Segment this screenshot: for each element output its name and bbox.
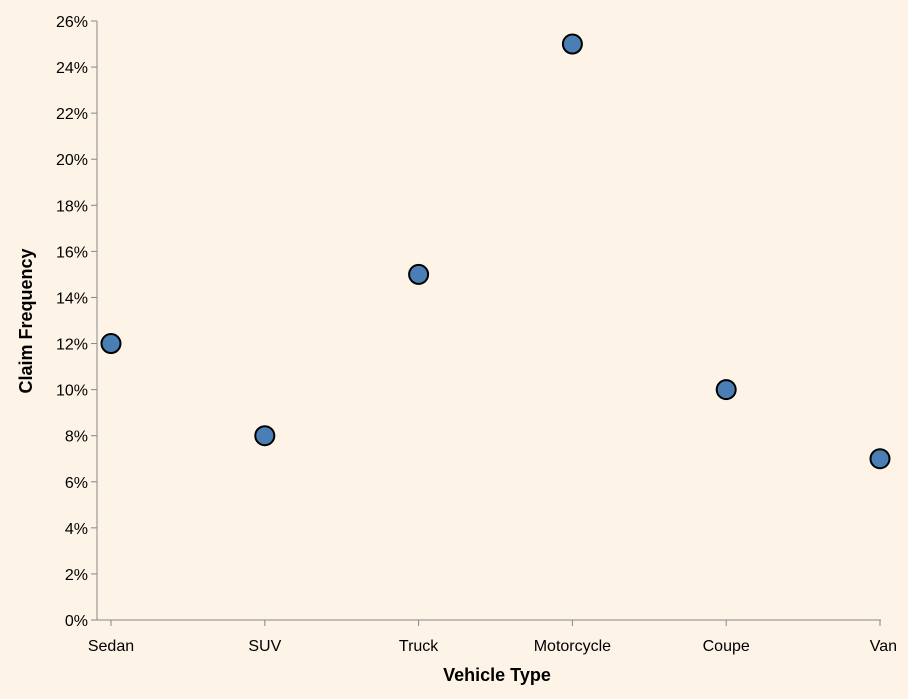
y-tick-label: 0% bbox=[65, 613, 88, 630]
data-point-coupe bbox=[715, 379, 737, 401]
y-tick-label: 26% bbox=[56, 14, 88, 31]
y-tick-label: 10% bbox=[56, 383, 88, 400]
data-point-truck bbox=[408, 263, 430, 285]
y-tick-label: 2% bbox=[65, 567, 88, 584]
x-tick-label: SUV bbox=[248, 638, 281, 655]
y-tick-label: 8% bbox=[65, 429, 88, 446]
data-point-suv bbox=[254, 425, 276, 447]
y-tick-label: 4% bbox=[65, 521, 88, 538]
y-tick-label: 22% bbox=[56, 106, 88, 123]
y-tick-label: 6% bbox=[65, 475, 88, 492]
x-tick-label: Sedan bbox=[88, 638, 134, 655]
data-point-van bbox=[869, 448, 891, 470]
x-tick-label: Van bbox=[870, 638, 897, 655]
y-axis-title: Claim Frequency bbox=[16, 248, 36, 393]
x-tick-label: Truck bbox=[399, 638, 439, 655]
y-tick-label: 20% bbox=[56, 152, 88, 169]
data-point-motorcycle bbox=[561, 33, 583, 55]
data-point-sedan bbox=[100, 333, 122, 355]
data-points bbox=[100, 33, 891, 470]
y-tick-label: 18% bbox=[56, 198, 88, 215]
x-axis-title: Vehicle Type bbox=[443, 665, 551, 685]
y-tick-label: 24% bbox=[56, 60, 88, 77]
y-tick-label: 12% bbox=[56, 337, 88, 354]
axes bbox=[96, 21, 881, 621]
y-tick-label: 16% bbox=[56, 244, 88, 261]
x-tick-label: Coupe bbox=[703, 638, 750, 655]
x-tick-label: Motorcycle bbox=[534, 638, 611, 655]
y-tick-label: 14% bbox=[56, 290, 88, 307]
x-axis-ticks: Sedan SUV Truck Motorcycle Coupe Van bbox=[88, 620, 897, 655]
y-axis-ticks: 0% 2% 4% 6% 8% 10% 12% 14% 16% 18% 20% 22% 24% 26% bbox=[56, 14, 97, 630]
